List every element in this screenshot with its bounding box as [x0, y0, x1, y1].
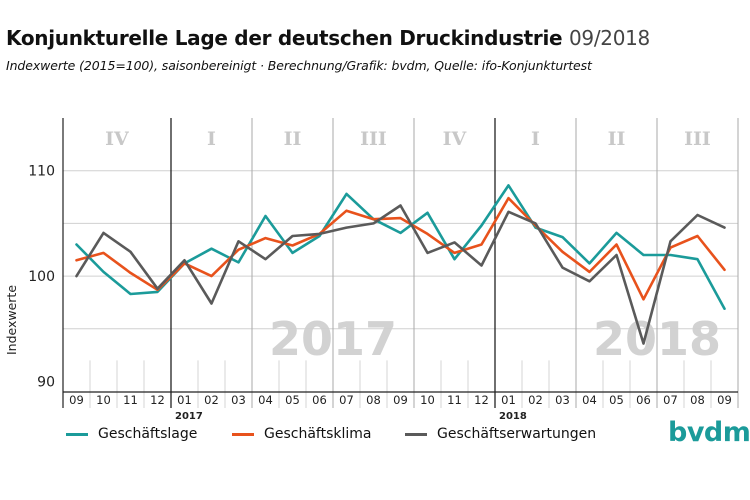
legend-swatch-geschaeftsklima: [232, 432, 254, 436]
quarter-label-1: I: [207, 128, 216, 150]
chart-date: 09/2018: [569, 26, 650, 50]
legend-label-geschaeftserwartungen: Geschäftserwartungen: [437, 426, 597, 442]
legend-item-geschaeftsklima: Geschäftsklima: [232, 425, 371, 443]
x-tick-label-18: 03: [555, 393, 570, 407]
x-tick-label-21: 06: [636, 393, 651, 407]
x-tick-label-10: 07: [339, 393, 354, 407]
x-tick-label-23: 08: [690, 393, 705, 407]
legend-swatch-geschaeftserwartungen: [405, 432, 427, 436]
x-tick-label-13: 10: [420, 393, 435, 407]
y-tick-label-100: 100: [28, 269, 55, 285]
x-tick-label-16: 01: [501, 393, 516, 407]
x-tick-label-0: 09: [69, 393, 84, 407]
quarter-label-7: III: [684, 128, 711, 150]
x-tick-label-4: 01: [177, 393, 192, 407]
x-tick-label-11: 08: [366, 393, 381, 407]
legend-item-geschaeftslage: Geschäftslage: [66, 425, 197, 443]
x-tick-label-8: 05: [285, 393, 300, 407]
chart-subtitle: Indexwerte (2015=100), saisonbereinigt ·…: [6, 58, 592, 73]
quarter-label-3: III: [360, 128, 387, 150]
x-tick-label-15: 12: [474, 393, 489, 407]
x-tick-label-3: 12: [150, 393, 165, 407]
quarter-label-5: I: [531, 128, 540, 150]
x-tick-label-7: 04: [258, 393, 273, 407]
x-tick-label-5: 02: [204, 393, 219, 407]
chart-title-text: Konjunkturelle Lage der deutschen Drucki…: [6, 26, 563, 50]
legend-label-geschaeftslage: Geschäftslage: [98, 426, 198, 442]
legend-label-geschaeftsklima: Geschäftsklima: [264, 426, 372, 442]
y-tick-label-110: 110: [28, 164, 55, 180]
x-year-label-2017: 2017: [175, 411, 203, 422]
quarter-label-4: IV: [443, 128, 468, 150]
quarter-label-6: II: [608, 128, 626, 150]
x-tick-label-14: 11: [447, 393, 462, 407]
legend-item-geschaeftserwartungen: Geschäftserwartungen: [405, 425, 596, 443]
x-tick-label-6: 03: [231, 393, 246, 407]
x-tick-label-17: 02: [528, 393, 543, 407]
x-tick-label-12: 09: [393, 393, 408, 407]
x-tick-label-22: 07: [663, 393, 678, 407]
quarter-label-0: IV: [105, 128, 130, 150]
x-tick-label-19: 04: [582, 393, 597, 407]
x-tick-label-24: 09: [717, 393, 732, 407]
chart-title: Konjunkturelle Lage der deutschen Drucki…: [6, 26, 650, 50]
series-line-geschaeftsklima: [75, 196, 726, 301]
legend-swatch-geschaeftslage: [66, 432, 88, 436]
x-tick-label-9: 06: [312, 393, 327, 407]
y-axis-label: Indexwerte: [4, 285, 19, 355]
series-line-geschaeftserwartungen: [75, 204, 726, 345]
x-tick-label-2: 11: [123, 393, 138, 407]
quarter-label-2: II: [284, 128, 302, 150]
x-year-label-2018: 2018: [499, 411, 527, 422]
y-tick-label-90: 90: [37, 374, 55, 390]
x-tick-label-20: 05: [609, 393, 624, 407]
x-tick-label-1: 10: [96, 393, 111, 407]
bvdm-logo: bvdm.: [668, 417, 750, 448]
